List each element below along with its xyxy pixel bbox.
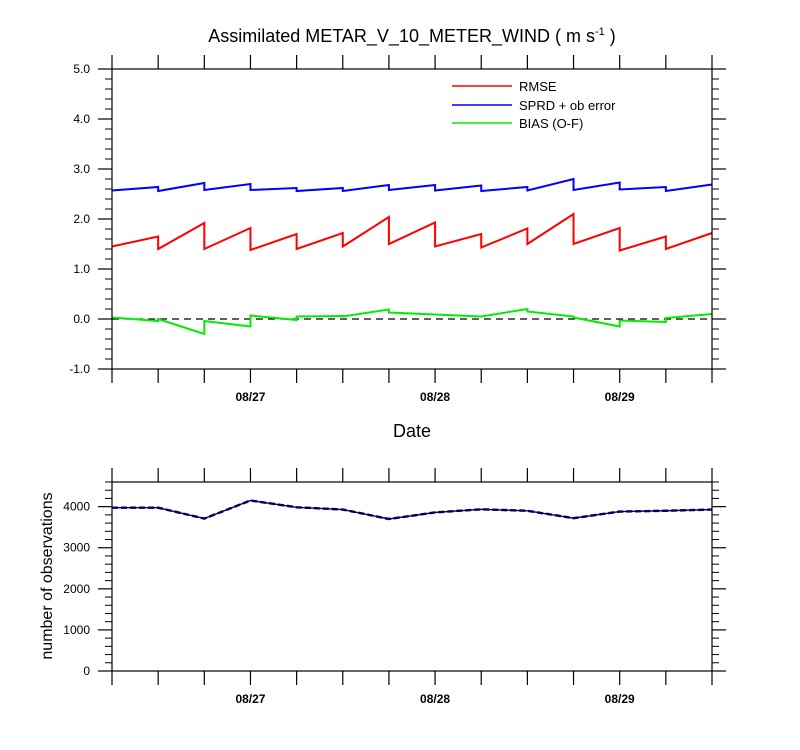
y-tick-label: 1.0	[73, 262, 90, 276]
y-tick-label: 4.0	[73, 112, 90, 126]
y-tick-label: 0	[83, 664, 90, 678]
x-tick-label: 08/27	[235, 692, 265, 706]
top-panel: 08/27 08/28 08/29 -1.0 0.0 1.0 2.0 3.0 4.0 5.0 RM…	[69, 55, 726, 441]
x-tick-label: 08/29	[605, 692, 635, 706]
top-panel-ticks	[98, 55, 726, 383]
y-tick-label: 2000	[63, 582, 90, 596]
x-tick-label: 08/28	[420, 390, 450, 404]
x-tick-label: 08/29	[605, 390, 635, 404]
y-axis-label: number of observations	[39, 492, 56, 659]
legend: RMSE SPRD + ob error BIAS (O-F)	[452, 79, 616, 131]
y-tick-label: 4000	[63, 500, 90, 514]
series-line-sprd-ob-error	[111, 177, 713, 193]
y-tick-label: 2.0	[73, 212, 90, 226]
y-tick-label: 0.0	[73, 312, 90, 326]
top-panel-series	[111, 177, 713, 336]
title-units-exponent: -1	[595, 26, 605, 38]
series-line-bias-o-f	[111, 307, 713, 336]
title-text: Assimilated METAR_V_10_METER_WIND	[208, 26, 550, 47]
bottom-panel-tick-labels: 08/27 08/28 08/29 0 1000 2000 3000 4000	[63, 500, 635, 706]
y-tick-label: -1.0	[69, 362, 90, 376]
bottom-panel: 08/27 08/28 08/29 0 1000 2000 3000 4000 number …	[39, 468, 726, 706]
x-tick-label: 08/27	[235, 390, 265, 404]
bottom-plot-frame	[111, 481, 713, 672]
y-tick-label: 3000	[63, 541, 90, 555]
x-axis-label: Date	[393, 421, 431, 441]
legend-label-rmse: RMSE	[519, 79, 557, 94]
x-tick-label: 08/28	[420, 692, 450, 706]
series-line-assimilated	[112, 499, 713, 520]
title-units-open: (	[550, 26, 566, 46]
series-line-rmse	[111, 212, 713, 252]
legend-label-bias: BIAS (O-F)	[519, 116, 583, 131]
y-tick-label: 1000	[63, 623, 90, 637]
title-units-base: m s	[566, 26, 595, 46]
y-tick-label: 3.0	[73, 162, 90, 176]
title-units-close: )	[605, 26, 616, 46]
chart-title: Assimilated METAR_V_10_METER_WIND ( m s-…	[208, 26, 616, 47]
bottom-panel-series	[112, 499, 713, 521]
y-tick-label: 5.0	[73, 62, 90, 76]
bottom-panel-ticks	[98, 468, 726, 685]
top-panel-tick-labels: 08/27 08/28 08/29 -1.0 0.0 1.0 2.0 3.0 4.0 5.0	[69, 62, 635, 404]
legend-label-sprd: SPRD + ob error	[519, 98, 616, 113]
top-plot-frame	[111, 68, 713, 370]
